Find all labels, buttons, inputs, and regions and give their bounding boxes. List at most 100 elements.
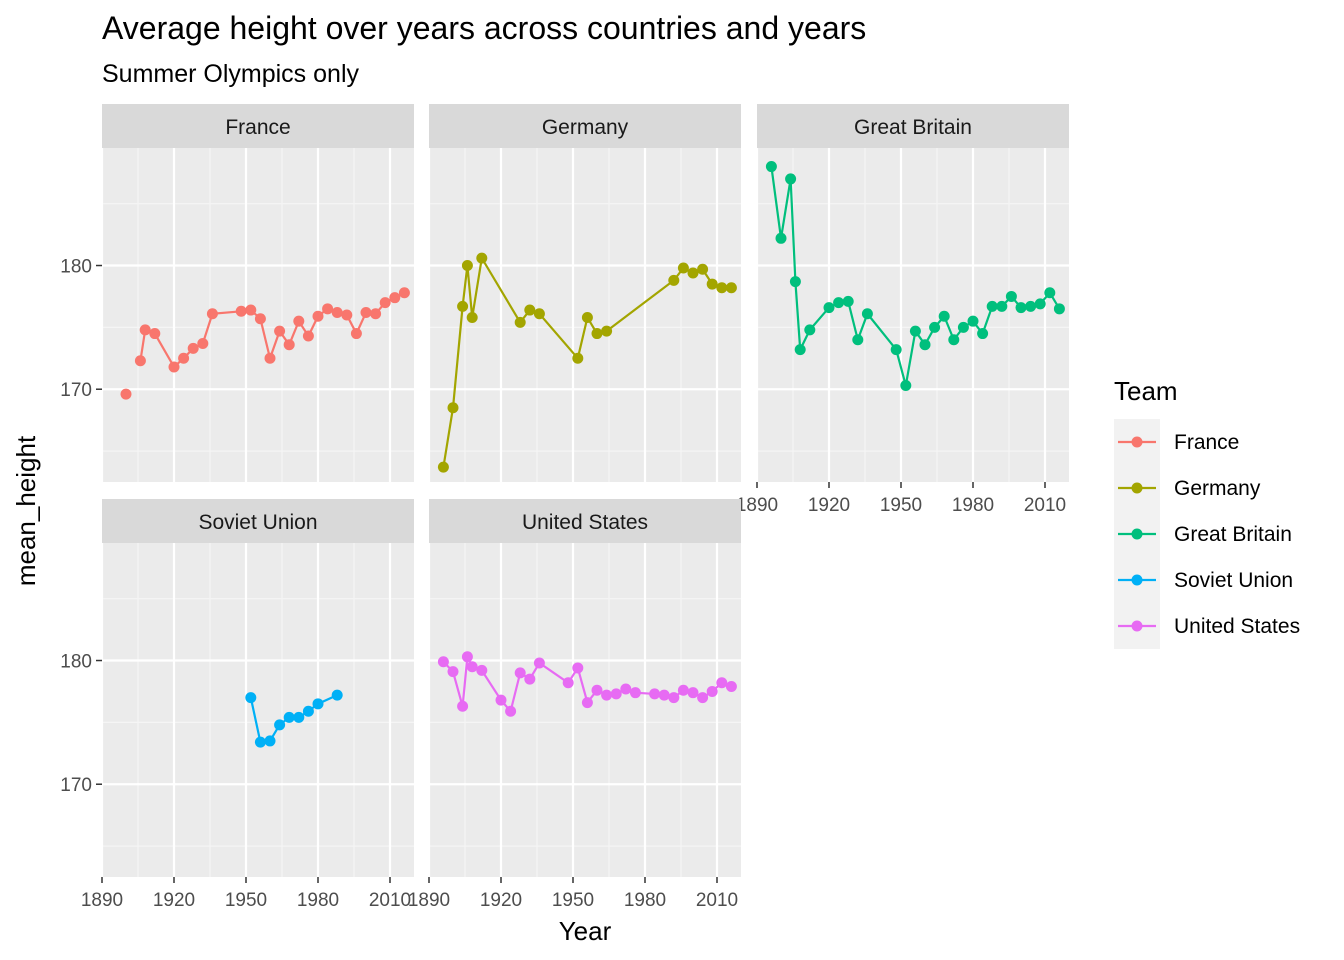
data-point-great-britain: [794, 344, 806, 356]
data-point-united-states: [668, 692, 680, 704]
data-point-france: [350, 328, 362, 340]
data-point-soviet-union: [283, 711, 295, 723]
data-point-united-states: [687, 687, 699, 699]
data-point-france: [274, 325, 286, 337]
data-point-great-britain: [861, 308, 873, 320]
data-point-soviet-union: [302, 705, 314, 717]
data-point-germany: [572, 352, 584, 364]
panel-background: [757, 148, 1069, 482]
data-point-great-britain: [1015, 302, 1027, 314]
facet-great-britain: Great Britain 1890 1920 1950 1980 2010: [736, 104, 1069, 516]
data-point-united-states: [514, 667, 526, 679]
x-tick-label: 2010: [369, 890, 411, 911]
data-point-germany: [591, 328, 603, 340]
data-point-germany: [677, 262, 689, 274]
data-point-soviet-union: [245, 692, 257, 704]
legend-item-soviet-union: Soviet Union: [1114, 557, 1293, 603]
facet-strip-label: France: [225, 116, 290, 139]
x-tick-label: 2010: [1024, 495, 1066, 516]
data-point-germany: [437, 461, 449, 473]
data-point-great-britain: [977, 328, 989, 340]
data-point-germany: [447, 402, 459, 414]
facet-united-states: United States 1890 1920 1950 1980 2010: [408, 499, 741, 911]
data-point-germany: [476, 252, 488, 264]
data-point-france: [322, 303, 334, 315]
legend-key-point: [1131, 620, 1143, 632]
data-point-united-states: [591, 684, 603, 696]
facet-strip-label: Soviet Union: [198, 511, 317, 534]
data-point-france: [254, 313, 266, 325]
data-point-great-britain: [909, 325, 921, 337]
data-point-france: [187, 342, 199, 354]
data-point-germany: [697, 263, 709, 275]
data-point-great-britain: [986, 300, 998, 312]
data-point-united-states: [505, 705, 517, 717]
data-point-united-states: [476, 664, 488, 676]
data-point-france: [134, 355, 146, 367]
data-point-united-states: [697, 692, 709, 704]
data-point-soviet-union: [264, 735, 276, 747]
panel-background: [429, 543, 741, 877]
data-point-france: [197, 337, 209, 349]
facet-strip: [757, 104, 1069, 148]
facet-strip-label: United States: [522, 511, 648, 534]
data-point-great-britain: [929, 321, 941, 333]
x-tick-label: 1890: [736, 495, 778, 516]
data-point-great-britain: [1044, 287, 1056, 299]
data-point-france: [389, 292, 401, 304]
data-point-great-britain: [842, 295, 854, 307]
facet-panels: France 170 180 Germany Great Britain 1890 1920…: [60, 104, 1069, 911]
data-point-united-states: [677, 684, 689, 696]
facet-strip: [102, 104, 414, 148]
x-tick-label: 1920: [153, 890, 195, 911]
facet-strip: [102, 499, 414, 543]
data-point-great-britain: [967, 315, 979, 327]
data-point-united-states: [466, 661, 478, 673]
x-tick-label: 1980: [952, 495, 994, 516]
data-point-great-britain: [789, 276, 801, 288]
y-tick-label: 170: [60, 775, 92, 796]
y-tick-label: 170: [60, 380, 92, 401]
x-tick-label: 1950: [552, 890, 594, 911]
y-tick-label: 180: [60, 257, 92, 278]
data-point-united-states: [649, 688, 661, 700]
data-point-france: [312, 310, 324, 322]
data-point-united-states: [658, 689, 670, 701]
data-point-great-britain: [765, 161, 777, 173]
x-tick-label: 1920: [480, 890, 522, 911]
data-point-great-britain: [938, 310, 950, 322]
legend-label: Germany: [1174, 477, 1261, 500]
data-point-germany: [668, 274, 680, 286]
data-point-united-states: [581, 697, 593, 709]
data-point-united-states: [533, 657, 545, 669]
data-point-great-britain: [775, 232, 787, 244]
data-point-germany: [706, 278, 718, 290]
data-point-united-states: [610, 688, 622, 700]
legend-label: France: [1174, 431, 1239, 454]
data-point-great-britain: [1053, 303, 1065, 315]
data-point-great-britain: [1005, 290, 1017, 302]
legend: Team France Germany Great Britain Soviet Un…: [1114, 376, 1300, 649]
data-point-soviet-union: [254, 736, 266, 748]
data-point-france: [341, 309, 353, 321]
legend-key-point: [1131, 482, 1143, 494]
data-point-united-states: [629, 687, 641, 699]
data-point-france: [168, 361, 180, 373]
y-tick-label: 180: [60, 652, 92, 673]
legend-item-france: France: [1114, 419, 1239, 465]
data-point-germany: [533, 308, 545, 320]
x-tick-label: 1890: [81, 890, 123, 911]
data-point-germany: [725, 282, 737, 294]
data-point-france: [245, 304, 257, 316]
data-point-united-states: [572, 662, 584, 674]
data-point-great-britain: [1034, 298, 1046, 310]
facet-strip-label: Great Britain: [854, 116, 972, 139]
x-axis-title: Year: [559, 916, 612, 946]
x-tick-label: 1950: [225, 890, 267, 911]
data-point-france: [149, 328, 161, 340]
data-point-great-britain: [957, 321, 969, 333]
legend-item-great-britain: Great Britain: [1114, 511, 1292, 557]
data-point-united-states: [457, 700, 469, 712]
data-point-germany: [524, 304, 536, 316]
